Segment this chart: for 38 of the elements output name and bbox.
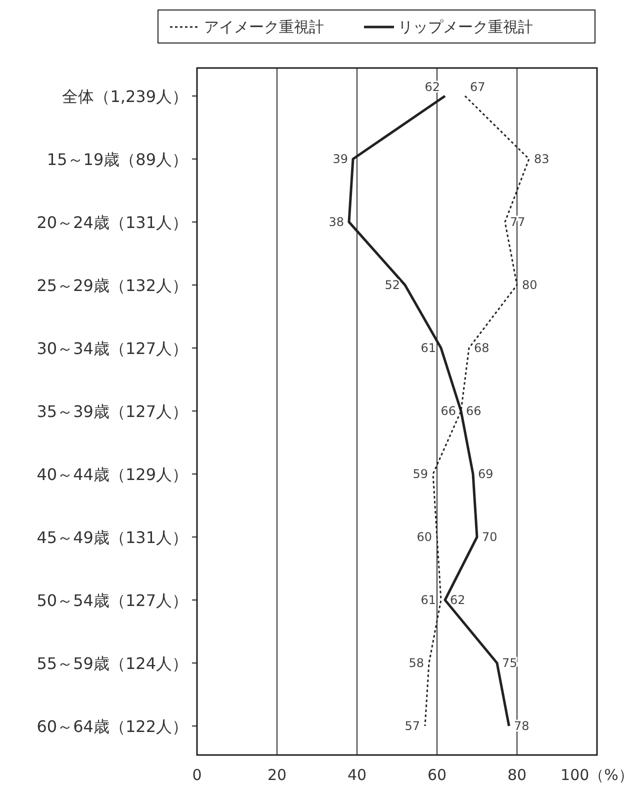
data-label: 67: [470, 80, 486, 94]
y-tick-label: 60～64歳（122人）: [36, 717, 188, 736]
y-tick-label: 40～44歳（129人）: [36, 465, 188, 484]
data-label: 39: [332, 152, 348, 166]
data-label: 59: [412, 467, 428, 481]
data-label: 70: [482, 530, 498, 544]
x-tick-label: 20: [267, 766, 287, 784]
data-label: 38: [328, 215, 344, 229]
y-tick-label: 35～39歳（127人）: [36, 402, 188, 421]
x-tick-label: 40: [347, 766, 367, 784]
y-tick-label: 30～34歳（127人）: [36, 339, 188, 358]
y-tick-label: 20～24歳（131人）: [36, 213, 188, 232]
y-tick-label: 45～49歳（131人）: [36, 528, 188, 547]
data-label: 68: [474, 341, 490, 355]
data-label: 66: [440, 404, 456, 418]
y-tick-label: 50～54歳（127人）: [36, 591, 188, 610]
data-label: 66: [466, 404, 482, 418]
y-tick-label: 55～59歳（124人）: [36, 654, 188, 673]
legend-label: リップメーク重視計: [398, 18, 533, 36]
data-label: 83: [534, 152, 550, 166]
x-tick-label: 80: [507, 766, 527, 784]
y-tick-label: 25～29歳（132人）: [36, 276, 188, 295]
legend-label: アイメーク重視計: [204, 18, 324, 36]
data-label: 61: [420, 341, 436, 355]
data-label: 75: [502, 656, 518, 670]
data-label: 58: [408, 656, 424, 670]
x-tick-label: 60: [427, 766, 447, 784]
data-label: 69: [478, 467, 494, 481]
data-label: 61: [420, 593, 436, 607]
x-tick-label: 100（%）: [560, 766, 630, 784]
data-label: 62: [450, 593, 466, 607]
x-tick-label: 0: [192, 766, 202, 784]
data-label: 80: [522, 278, 538, 292]
data-label: 57: [404, 719, 420, 733]
y-tick-label: 15～19歳（89人）: [46, 150, 188, 169]
data-label: 60: [416, 530, 432, 544]
data-label: 52: [384, 278, 400, 292]
y-tick-label: 全体（1,239人）: [62, 87, 188, 106]
